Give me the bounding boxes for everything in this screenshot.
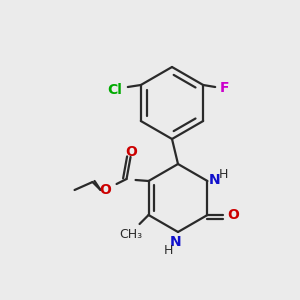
Text: N: N (208, 173, 220, 187)
Text: O: O (227, 208, 239, 222)
Text: H: H (219, 167, 228, 181)
Text: CH₃: CH₃ (119, 227, 142, 241)
Text: O: O (126, 145, 137, 159)
Text: Cl: Cl (107, 83, 122, 97)
Text: F: F (219, 81, 229, 95)
Text: H: H (163, 244, 173, 256)
Text: N: N (170, 235, 182, 249)
Text: O: O (100, 183, 112, 197)
